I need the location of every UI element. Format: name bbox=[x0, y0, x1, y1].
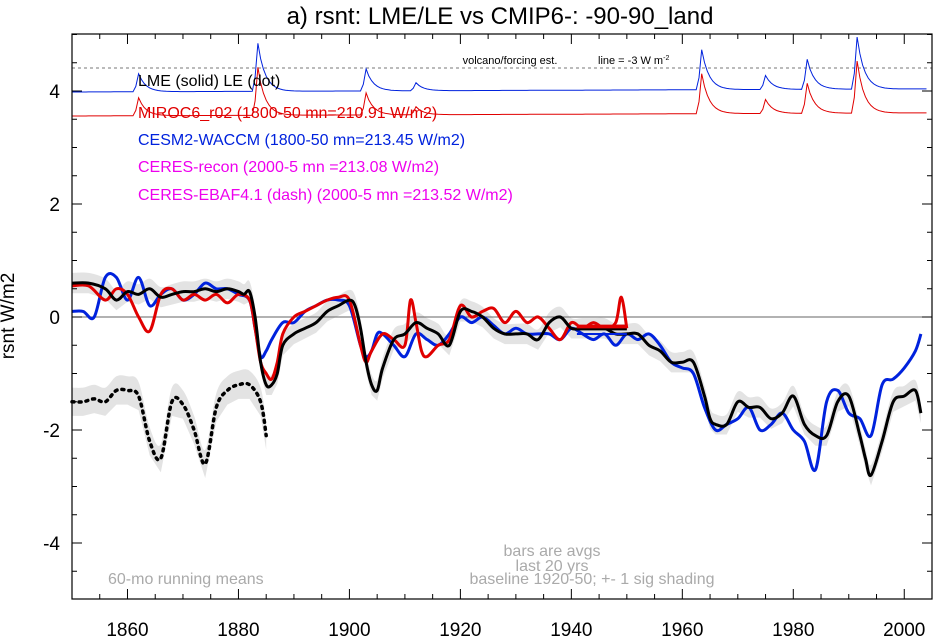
series-line-le bbox=[70, 381, 268, 466]
x-tick-label: 2000 bbox=[883, 620, 925, 641]
y-tick-label: -4 bbox=[43, 534, 60, 555]
series-line-lme bbox=[71, 281, 923, 478]
annotations: volcano/forcing est. line = -3 W m-2 bar… bbox=[108, 55, 715, 588]
bars-note-2: last 20 yrs bbox=[516, 558, 589, 575]
chart-title: a) rsnt: LME/LE vs CMIP6-: -90-90_land bbox=[287, 3, 714, 30]
legend-entry: LME (solid) LE (dot) bbox=[138, 73, 280, 90]
y-tick-label: -2 bbox=[43, 421, 60, 442]
legend-entry: MIROC6_r02 (1800-50 mn=210.91 W/m2) bbox=[138, 105, 437, 122]
series-group bbox=[70, 37, 927, 478]
x-tick-label: 1920 bbox=[439, 620, 481, 641]
grid-lines bbox=[72, 67, 932, 318]
x-tick-label: 1860 bbox=[106, 620, 148, 641]
legend: LME (solid) LE (dot) MIROC6_r02 (1800-50 … bbox=[138, 73, 513, 204]
volcano-trace-red bbox=[72, 61, 927, 117]
x-tick-label: 1880 bbox=[217, 620, 259, 641]
y-tick-label: 2 bbox=[49, 195, 60, 216]
legend-entry: CERES-recon (2000-5 mn =213.08 W/m2) bbox=[138, 159, 439, 176]
y-axis-label: rsnt W/m2 bbox=[0, 273, 19, 360]
axes: 1860 1880 1900 1920 1940 1960 1980 2000 -4 -2 0 2 4 bbox=[43, 34, 933, 641]
line-note-text: line = -3 W m bbox=[598, 55, 663, 67]
baseline-note: baseline 1920-50; +- 1 sig shading bbox=[469, 571, 714, 588]
volcano-trace-blue bbox=[72, 37, 927, 93]
x-tick-label: 1960 bbox=[661, 620, 703, 641]
volcano-label: volcano/forcing est. bbox=[463, 55, 558, 67]
x-tick-label: 1900 bbox=[328, 620, 370, 641]
line-note-label: line = -3 W m-2 bbox=[598, 55, 669, 67]
legend-entry: CERES-EBAF4.1 (dash) (2000-5 mn =213.52 … bbox=[138, 187, 513, 204]
running-means-note: 60-mo running means bbox=[108, 571, 264, 588]
bars-note-1: bars are avgs bbox=[504, 543, 601, 560]
y-tick-label: 4 bbox=[49, 82, 60, 103]
series-line-miroc6-r02 bbox=[71, 283, 629, 382]
x-tick-label: 1980 bbox=[772, 620, 814, 641]
x-tick-label: 1940 bbox=[550, 620, 592, 641]
y-tick-label: 0 bbox=[49, 308, 60, 329]
line-note-sup: -2 bbox=[663, 55, 669, 62]
legend-entry: CESM2-WACCM (1800-50 mn=213.45 W/m2) bbox=[138, 132, 465, 149]
